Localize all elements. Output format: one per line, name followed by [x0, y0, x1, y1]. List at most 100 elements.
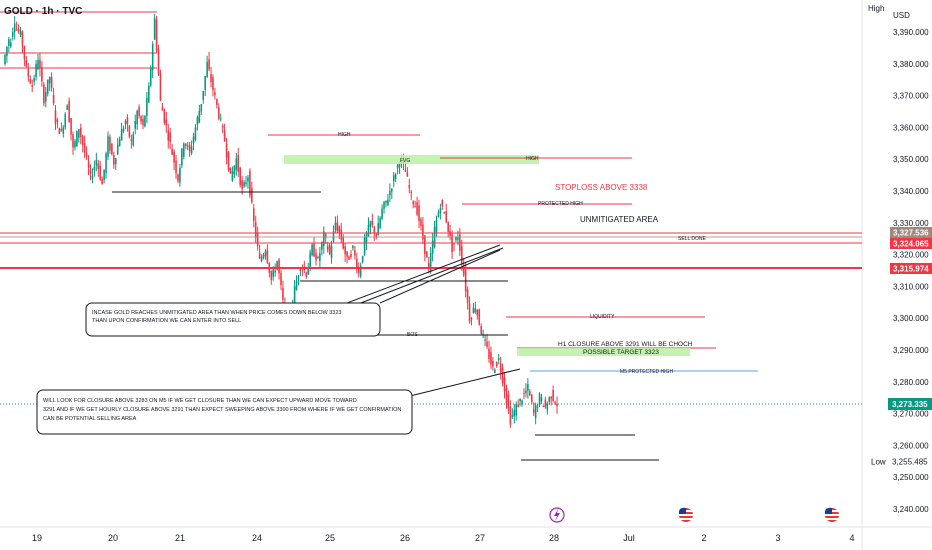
candle-body — [60, 129, 63, 131]
candle-body — [107, 136, 109, 157]
candle-body — [46, 79, 49, 94]
candle-body — [101, 179, 103, 185]
candle-body — [111, 143, 113, 155]
candle-body — [478, 309, 481, 325]
candle-body — [11, 32, 14, 37]
candle-body — [142, 118, 144, 126]
candle-body — [274, 270, 276, 273]
us-flag-icon[interactable] — [678, 507, 693, 522]
candle-body — [252, 208, 255, 221]
current-price-badge: 3,273.335 — [888, 398, 932, 410]
candle-body — [79, 127, 82, 138]
candle-body — [204, 76, 206, 90]
candle-body — [474, 308, 477, 312]
candle-body — [97, 163, 100, 169]
candle-body — [540, 397, 543, 402]
candle-body — [184, 143, 187, 146]
candle-body — [379, 218, 381, 228]
candle-body — [348, 256, 350, 260]
candle-body — [190, 146, 193, 154]
candle-body — [529, 391, 531, 396]
candle-body — [371, 221, 374, 225]
candle-body — [527, 384, 529, 391]
time-tick-label: 21 — [175, 533, 185, 543]
candle-body — [322, 231, 325, 247]
time-tick-label: 20 — [108, 533, 118, 543]
candle-body — [130, 139, 133, 142]
candle-body — [163, 109, 166, 123]
candle-body — [383, 201, 385, 209]
candle-body — [361, 255, 364, 262]
candle-body — [326, 246, 329, 250]
h1-choch-label: H1 CLOSURE ABOVE 3291 WILL BE CHOCH — [558, 341, 693, 348]
time-tick-label: 4 — [849, 533, 854, 543]
candle-body — [453, 243, 455, 245]
candle-body — [424, 235, 426, 254]
price-badge-3327-text: 3,327.536 — [893, 229, 929, 238]
candle-body — [132, 134, 135, 146]
candle-body — [546, 403, 549, 410]
price-axis[interactable]: 3,390.000 3,380.000 3,370.000 3,360.000 3,35… — [893, 28, 929, 514]
candle-body — [66, 105, 68, 110]
candle-body — [258, 252, 261, 259]
us-flag-icon[interactable] — [824, 507, 839, 522]
candle-body — [470, 318, 473, 320]
candle-body — [64, 113, 67, 128]
candle-body — [482, 333, 484, 335]
candle-body — [229, 167, 232, 174]
candle-body — [223, 130, 226, 142]
candle-body — [462, 264, 465, 275]
candle-body — [144, 115, 146, 127]
price-tick-label: 3,350.000 — [893, 155, 929, 164]
m5-protected-label: M5 PROTECTED HIGH — [620, 369, 673, 375]
candle-body — [105, 153, 107, 173]
stoploss-label: STOPLOSS ABOVE 3338 — [555, 183, 648, 192]
candle-body — [159, 73, 162, 101]
candle-body — [387, 199, 389, 206]
candle-body — [103, 169, 105, 181]
candle-body — [396, 164, 399, 169]
candle-body — [427, 263, 430, 268]
candle-body — [192, 136, 195, 144]
candle-body — [519, 398, 521, 402]
note-2-line-1: WILL LOOK FOR CLOSURE ABOVE 3283 ON M5 I… — [43, 398, 357, 404]
candle-body — [87, 161, 90, 168]
candle-body — [262, 254, 265, 259]
candle-body — [216, 99, 218, 105]
candle-body — [544, 399, 547, 408]
us-flag-icon[interactable] — [821, 508, 835, 522]
candle-body — [297, 275, 300, 279]
candle-body — [550, 396, 552, 399]
candle-body — [29, 78, 32, 84]
candle-body — [410, 191, 413, 193]
candle-body — [315, 253, 317, 261]
time-axis[interactable]: 19 20 21 24 25 26 27 28 Jul 2 3 4 — [32, 533, 855, 543]
candle-body — [81, 135, 84, 146]
candle-body — [437, 212, 440, 217]
lightning-icon[interactable] — [549, 507, 565, 523]
price-tick-label: 3,390.000 — [893, 28, 929, 37]
candle-body — [515, 404, 518, 416]
candle-body — [167, 130, 170, 141]
candle-body — [542, 405, 545, 407]
candle-body — [202, 90, 205, 100]
candle-body — [420, 219, 422, 226]
candle-body — [264, 251, 267, 256]
candle-body — [239, 167, 241, 186]
candle-body — [495, 362, 498, 367]
candle-body — [237, 154, 240, 172]
symbol-title[interactable]: GOLD · 1h · TVC — [4, 6, 83, 17]
candle-body — [521, 400, 523, 405]
candle-body — [278, 259, 280, 274]
candle-body — [146, 97, 148, 116]
candle-body — [52, 94, 55, 104]
candle-body — [153, 18, 156, 40]
candle-body — [50, 76, 53, 88]
candle-body — [350, 253, 352, 258]
candle-body — [85, 153, 88, 157]
low-badge: Low 3,255.485 — [868, 456, 932, 467]
time-tick-label: 25 — [325, 533, 335, 543]
candle-body — [295, 280, 298, 290]
candle-body — [177, 174, 179, 181]
